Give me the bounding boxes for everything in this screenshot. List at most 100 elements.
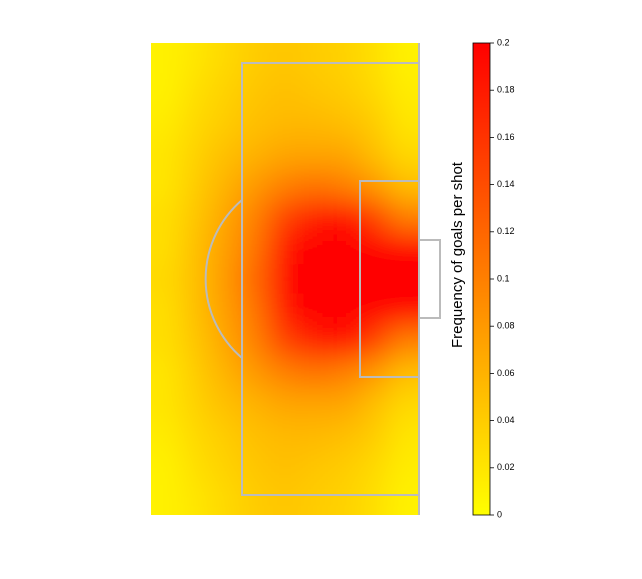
heatmap-cell	[389, 483, 419, 515]
heatmap-cell	[389, 326, 419, 359]
heatmap-cell	[270, 357, 301, 390]
heatmap-cell	[299, 326, 331, 359]
heatmap-cell	[180, 105, 212, 138]
heatmap-cell	[240, 420, 271, 453]
heatmap-cell	[299, 483, 331, 515]
heatmap-cell	[299, 357, 331, 390]
heatmap-cell	[180, 43, 212, 75]
heatmap-cell	[359, 326, 390, 359]
heatmap-cell	[180, 137, 212, 170]
heatmap-cell	[389, 200, 419, 233]
colorbar-tick-label: 0.2	[497, 37, 510, 47]
heatmap-cell	[151, 263, 182, 296]
heatmap-cell	[180, 357, 212, 390]
heatmap-cell	[180, 294, 212, 327]
heatmap-cell	[299, 168, 331, 201]
heatmap-cell	[240, 294, 271, 327]
heatmap-cell	[151, 357, 182, 390]
heatmap-cell	[389, 168, 419, 201]
heatmap-cell	[240, 263, 271, 296]
heatmap-cell	[210, 357, 241, 390]
heatmap-cell	[389, 137, 419, 170]
heatmap-cell	[151, 168, 182, 201]
heatmap-cell	[359, 389, 390, 422]
heatmap-cell	[359, 294, 390, 327]
heatmap-cell	[151, 294, 182, 327]
heatmap-cell	[299, 294, 331, 327]
heatmap-cell	[270, 452, 301, 485]
heatmap-cell	[180, 200, 212, 233]
colorbar-tick-label: 0.04	[497, 415, 515, 425]
heatmap-cell	[240, 137, 271, 170]
colorbar-tick-label: 0.18	[497, 85, 515, 95]
heatmap-cells	[151, 43, 419, 515]
heatmap-cell	[180, 74, 212, 107]
heatmap-cell	[299, 263, 331, 296]
colorbar-tick-label: 0.08	[497, 321, 515, 331]
heatmap-cell	[180, 168, 212, 201]
heatmap-cell	[359, 43, 390, 75]
heatmap-cell	[210, 231, 241, 264]
heatmap-cell	[210, 483, 241, 515]
heatmap-cell	[240, 452, 271, 485]
heatmap-cell	[151, 326, 182, 359]
heatmap-cell	[180, 420, 212, 453]
colorbar-tick-label: 0.02	[497, 462, 515, 472]
heatmap-cell	[329, 357, 360, 390]
heatmap-cell	[389, 420, 419, 453]
heatmap-cell	[329, 137, 360, 170]
heatmap-cell	[329, 231, 360, 264]
heatmap-cell	[210, 389, 241, 422]
heatmap-cell	[359, 200, 390, 233]
heatmap-cell	[151, 389, 182, 422]
heatmap-cell	[151, 483, 182, 515]
heatmap-cell	[329, 43, 360, 75]
heatmap-cell	[210, 263, 241, 296]
heatmap-cell	[270, 326, 301, 359]
heatmap-cell	[299, 452, 331, 485]
heatmap-cell	[270, 483, 301, 515]
heatmap-cell	[180, 452, 212, 485]
heatmap-cell	[270, 137, 301, 170]
heatmap-cell	[299, 420, 331, 453]
heatmap-cell	[151, 74, 182, 107]
heatmap-cell	[270, 43, 301, 75]
heatmap-cell	[329, 326, 360, 359]
heatmap-cell	[240, 43, 271, 75]
heatmap-cell	[240, 200, 271, 233]
heatmap-cell	[329, 452, 360, 485]
heatmap-cell	[299, 74, 331, 107]
heatmap-cell	[299, 231, 331, 264]
heatmap-cell	[329, 168, 360, 201]
penalty-arc	[204, 199, 243, 359]
heatmap-cell	[389, 231, 419, 264]
heatmap-cell	[180, 326, 212, 359]
heatmap-cell	[299, 200, 331, 233]
heatmap-cell	[299, 389, 331, 422]
heatmap-cell	[329, 483, 360, 515]
heatmap-cell	[151, 200, 182, 233]
heatmap-cell	[210, 43, 241, 75]
heatmap-cell	[151, 43, 182, 75]
heatmap-cell	[389, 105, 419, 138]
heatmap-cell	[329, 263, 360, 296]
six-yard-box	[359, 180, 419, 378]
heatmap-cell	[329, 74, 360, 107]
colorbar-label: Frequency of goals per shot	[449, 161, 466, 348]
colorbar	[472, 42, 491, 516]
heatmap-cell	[359, 452, 390, 485]
heatmap-cell	[270, 389, 301, 422]
heatmap-cell	[210, 452, 241, 485]
heatmap-cell	[210, 74, 241, 107]
heatmap-cell	[151, 420, 182, 453]
heatmap-cell	[240, 483, 271, 515]
heatmap-cell	[359, 357, 390, 390]
heatmap-cell	[299, 137, 331, 170]
colorbar-tick-label: 0.1	[497, 273, 510, 283]
heatmap-cell	[270, 294, 301, 327]
heatmap-cell	[240, 168, 271, 201]
heatmap-cell	[151, 452, 182, 485]
heatmap-cell	[240, 105, 271, 138]
heatmap-cell	[359, 263, 390, 296]
